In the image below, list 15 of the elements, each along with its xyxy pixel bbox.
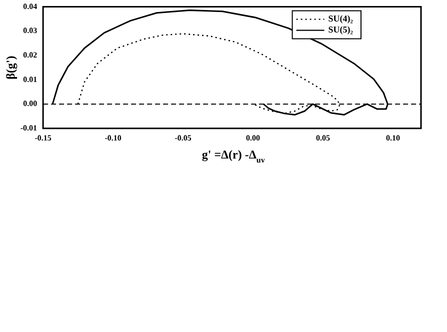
legend-label: SU(5)₂	[328, 24, 354, 35]
x-tick-label: -0.05	[174, 133, 192, 142]
y-tick-label: 0.04	[23, 2, 38, 11]
y-tick-label: 0.01	[23, 74, 38, 84]
x-tick-label: 0.10	[386, 133, 400, 142]
y-tick-label: 0.03	[23, 26, 38, 36]
x-tick-label: -0.15	[34, 133, 52, 142]
x-tick-label: -0.10	[104, 133, 122, 142]
x-tick-label: 0.00	[246, 133, 260, 142]
y-tick-label: 0.02	[23, 50, 38, 60]
y-axis-title: β(g')	[3, 56, 18, 80]
x-tick-label: 0.05	[316, 133, 330, 142]
y-tick-label: 0.00	[23, 99, 38, 108]
y-tick-label: -0.01	[20, 123, 38, 132]
legend-label: SU(4)₂	[328, 14, 354, 24]
